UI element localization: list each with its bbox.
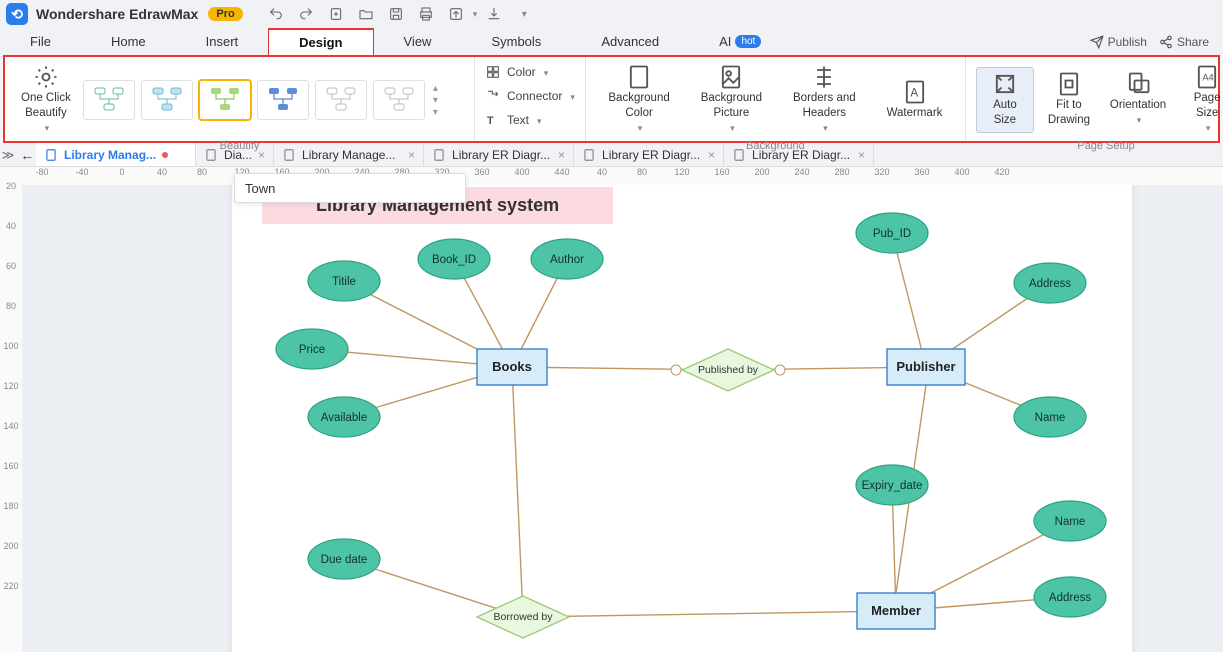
svg-text:Published by: Published by — [698, 364, 759, 376]
auto-size-button[interactable]: Auto Size — [976, 67, 1034, 133]
document-tab-2[interactable]: Library Manage...× — [274, 143, 424, 166]
share-button[interactable]: Share — [1159, 35, 1209, 49]
theme-preset-2[interactable] — [141, 80, 193, 120]
document-tab-0[interactable]: Library Manag... — [36, 143, 196, 166]
document-tab-3[interactable]: Library ER Diagr...× — [424, 143, 574, 166]
svg-text:Address: Address — [1029, 278, 1071, 290]
drawing-page[interactable]: Library Management system BooksPublisher… — [232, 185, 1132, 652]
er-diagram[interactable]: Books Publisher Member Published by Borrowed… — [232, 185, 1132, 652]
ruler-vertical: 20406080100120140160180200220 — [0, 167, 22, 652]
theme-scroll-up-icon[interactable]: ▴ — [433, 83, 438, 94]
page-size-button[interactable]: A4Page Size — [1178, 61, 1223, 140]
svg-text:Name: Name — [1055, 516, 1086, 528]
watermark-button[interactable]: AWatermark — [881, 76, 949, 125]
svg-text:Member: Member — [871, 603, 921, 618]
tab-nav-left[interactable]: ≫ ← — [0, 143, 36, 166]
new-page-icon[interactable] — [323, 1, 349, 27]
document-tab-5[interactable]: Library ER Diagr...× — [724, 143, 874, 166]
menu-bar: FileHomeInsertDesignViewSymbolsAdvancedA… — [0, 28, 1223, 55]
one-click-beautify-button[interactable]: One Click Beautify — [15, 61, 77, 140]
svg-text:Borrowed by: Borrowed by — [494, 611, 554, 623]
svg-text:Publisher: Publisher — [896, 359, 955, 374]
svg-text:Price: Price — [299, 344, 325, 356]
menu-ai[interactable]: AIhot — [689, 28, 791, 55]
menu-design[interactable]: Design — [268, 28, 373, 55]
redo-icon[interactable] — [293, 1, 319, 27]
fit-to-drawing-button[interactable]: Fit to Drawing — [1040, 68, 1098, 132]
theme-preset-1[interactable] — [83, 80, 135, 120]
print-icon[interactable] — [413, 1, 439, 27]
svg-text:A4: A4 — [1203, 73, 1214, 83]
theme-preset-6[interactable] — [373, 80, 425, 120]
background-picture-button[interactable]: Background Picture — [695, 61, 768, 140]
share-label: Share — [1177, 35, 1209, 49]
app-name: Wondershare EdrawMax — [36, 6, 198, 22]
menu-advanced[interactable]: Advanced — [571, 28, 689, 55]
theme-more-icon[interactable]: ▾ — [433, 107, 438, 118]
menu-symbols[interactable]: Symbols — [461, 28, 571, 55]
publish-button[interactable]: Publish — [1090, 35, 1147, 49]
svg-text:Address: Address — [1049, 592, 1091, 604]
design-ribbon: One Click Beautify ▴ ▾ ▾ Beautify Color … — [3, 55, 1220, 143]
export-icon[interactable] — [443, 1, 469, 27]
theme-preset-4[interactable] — [257, 80, 309, 120]
more-toolbar-icon[interactable]: ▾ — [511, 1, 537, 27]
work-area: 20406080100120140160180200220 -80-400408… — [0, 167, 1223, 652]
app-logo: ⟲ — [6, 3, 28, 25]
menu-insert[interactable]: Insert — [176, 28, 269, 55]
document-tab-1[interactable]: Dia...× — [196, 143, 274, 166]
svg-text:Expiry_date: Expiry_date — [862, 480, 923, 492]
svg-text:Name: Name — [1035, 412, 1066, 424]
svg-text:T: T — [487, 115, 494, 127]
one-click-label: One Click Beautify — [21, 91, 71, 121]
search-value: Town — [245, 181, 275, 196]
canvas-viewport[interactable]: Library Management system BooksPublisher… — [22, 185, 1223, 652]
document-tabs: ≫ ← Library Manag...Dia...×Library Manag… — [0, 143, 1223, 167]
menu-home[interactable]: Home — [81, 28, 176, 55]
ribbon-connector-button[interactable]: Connector — [485, 85, 575, 107]
svg-text:Pub_ID: Pub_ID — [873, 228, 911, 240]
svg-text:Books: Books — [492, 359, 532, 374]
theme-scroll-down-icon[interactable]: ▾ — [433, 95, 438, 106]
background-color-button[interactable]: Background Color — [602, 61, 675, 140]
undo-icon[interactable] — [263, 1, 289, 27]
ribbon-color-button[interactable]: Color — [485, 61, 575, 83]
chevron-down-icon — [43, 121, 50, 136]
search-popup[interactable]: Town — [234, 173, 466, 203]
theme-preset-3-selected[interactable] — [199, 80, 251, 120]
publish-label: Publish — [1108, 35, 1147, 49]
ruler-horizontal: -80-400408012016020024028032036040044040… — [22, 167, 1223, 185]
document-tab-4[interactable]: Library ER Diagr...× — [574, 143, 724, 166]
import-icon[interactable] — [481, 1, 507, 27]
svg-text:Author: Author — [550, 254, 584, 266]
pro-badge: Pro — [208, 7, 242, 21]
open-folder-icon[interactable] — [353, 1, 379, 27]
svg-text:Book_ID: Book_ID — [432, 254, 476, 266]
title-bar: ⟲ Wondershare EdrawMax Pro ▾ ▾ — [0, 0, 1223, 28]
menu-view[interactable]: View — [374, 28, 462, 55]
ribbon-text-button[interactable]: TText — [485, 109, 575, 131]
borders-headers-button[interactable]: Borders and Headers — [787, 61, 862, 140]
svg-text:Available: Available — [321, 412, 367, 424]
svg-text:Due date: Due date — [321, 554, 368, 566]
menu-file[interactable]: File — [0, 28, 81, 55]
svg-text:Titile: Titile — [332, 276, 356, 288]
orientation-button[interactable]: Orientation — [1104, 68, 1172, 132]
theme-preset-5[interactable] — [315, 80, 367, 120]
save-icon[interactable] — [383, 1, 409, 27]
svg-text:A: A — [910, 87, 918, 100]
